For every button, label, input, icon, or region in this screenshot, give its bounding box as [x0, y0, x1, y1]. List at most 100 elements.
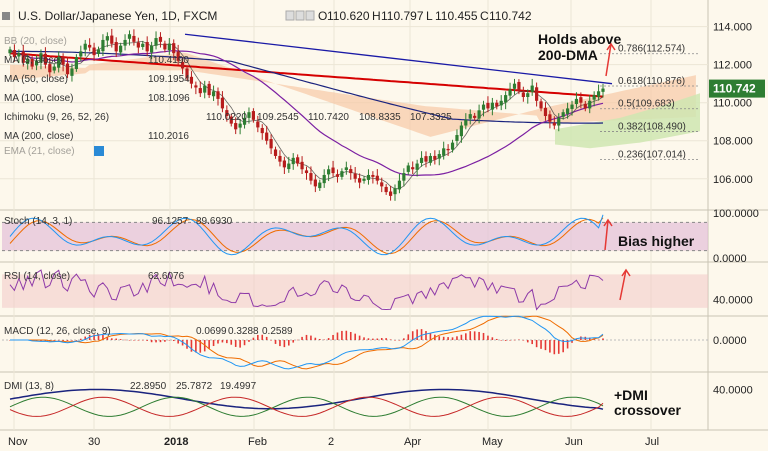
macd-histogram-bar: [35, 340, 38, 342]
candle: [194, 81, 198, 95]
candle: [393, 184, 397, 201]
macd-histogram-bar: [80, 338, 82, 340]
price-badge-box: [709, 79, 765, 98]
candle-body: [486, 102, 490, 109]
candle: [415, 159, 419, 177]
macd-histogram-bar: [456, 336, 458, 340]
macd-histogram-bar: [305, 334, 308, 340]
candles: [8, 28, 605, 201]
macd-histogram-bar: [146, 340, 148, 341]
candle-body: [167, 43, 171, 51]
macd-histogram-bar: [261, 334, 264, 340]
macd-histogram-bar: [230, 340, 233, 345]
x-tick-label: 30: [88, 436, 100, 448]
candle-body: [225, 110, 229, 117]
candle: [304, 166, 309, 180]
header-button[interactable]: [305, 10, 315, 21]
candle: [225, 105, 229, 122]
candle-body: [74, 57, 78, 70]
candle: [114, 37, 118, 58]
macd-histogram-bar: [296, 339, 299, 341]
ohlc-value: 110.455: [435, 9, 478, 23]
candle: [526, 89, 530, 104]
candle-body: [570, 104, 574, 109]
macd-histogram-bar: [429, 333, 432, 340]
ma5-line: [9, 41, 604, 190]
candle-body: [158, 36, 163, 42]
macd-histogram-bar: [150, 340, 153, 343]
macd-histogram-bar: [177, 340, 179, 344]
candle: [366, 169, 371, 185]
candle: [428, 153, 433, 166]
macd-histogram-bar: [566, 340, 569, 349]
macd-histogram-bar: [292, 340, 295, 343]
candle: [282, 156, 286, 175]
candle-body: [327, 169, 331, 175]
macd-histogram-bar: [115, 338, 118, 340]
candle: [477, 104, 481, 124]
x-tick-label: May: [482, 436, 503, 448]
indicator-legend-row[interactable]: MA (200, close) 110.2016: [4, 131, 189, 142]
candle-body: [123, 39, 127, 46]
header-button[interactable]: [295, 10, 305, 21]
candle: [419, 151, 424, 167]
plus-di-line: [9, 396, 604, 417]
candle-body: [442, 148, 446, 156]
adx-value: 22.8950: [130, 381, 167, 392]
macd-histogram-bar: [164, 340, 166, 342]
candle-body: [340, 171, 344, 177]
candle: [203, 80, 207, 99]
candle-body: [194, 85, 198, 88]
x-tick-label: Jul: [645, 436, 659, 448]
macd-histogram-bar: [358, 335, 361, 340]
candle: [70, 63, 74, 82]
macd-histogram-bar: [203, 340, 206, 352]
candle-body: [300, 161, 304, 170]
indicator-legend-row[interactable]: MA (50, close) 109.1954: [4, 74, 190, 85]
candle-body: [388, 191, 393, 196]
fib-level-label: 0.236(107.014): [618, 149, 686, 160]
header-button[interactable]: [285, 10, 295, 21]
macd-histogram-bar: [84, 336, 87, 340]
candle: [375, 169, 379, 185]
macd-histogram-bar: [363, 337, 365, 340]
macd-histogram-bar: [540, 340, 542, 349]
macd-histogram-bar: [128, 340, 131, 341]
indicator-label: BB (20, close): [4, 36, 67, 47]
candle: [167, 38, 171, 55]
rsi-line: [9, 269, 604, 311]
indicator-legend-row[interactable]: MA (5, close) 110.4190: [4, 55, 189, 66]
indicator-value: 107.3325: [410, 112, 452, 123]
macd-histogram-bar: [190, 340, 193, 352]
candle-body: [433, 155, 437, 160]
macd-histogram-bar: [482, 332, 485, 340]
indicator-legend-row[interactable]: BB (20, close): [4, 36, 67, 47]
macd-histogram-bar: [71, 340, 73, 341]
annotation-bias: Bias higher: [618, 233, 695, 249]
macd-value: 0.3288: [228, 326, 259, 337]
candle: [220, 91, 225, 113]
candle-body: [273, 149, 278, 156]
indicator-legend-row[interactable]: Ichimoku (9, 26, 52, 26) 110.0220 109.2545…: [4, 112, 452, 123]
candle-body: [543, 107, 548, 117]
candle: [552, 116, 556, 130]
arrow-head: [621, 268, 631, 277]
macd-histogram-bar: [124, 339, 126, 341]
x-tick-label: 2018: [164, 436, 188, 448]
indicator-value: 108.8335: [359, 112, 401, 123]
macd-histogram-bar: [75, 340, 78, 341]
visibility-eye-icon[interactable]: [94, 146, 104, 156]
macd-histogram-bar: [327, 338, 330, 340]
candle-body: [136, 42, 140, 48]
candle: [371, 171, 375, 184]
indicator-legend-row[interactable]: EMA (21, close): [4, 146, 75, 157]
arrow-up-rsi: [619, 268, 631, 301]
candle: [437, 150, 441, 166]
candle-body: [256, 121, 260, 128]
macd-histogram-bar: [588, 337, 591, 340]
indicator-legend-row[interactable]: MA (100, close) 108.1096: [4, 93, 190, 104]
macd-histogram-bar: [243, 340, 246, 346]
dmi-tick: 40.0000: [713, 384, 753, 396]
collapse-icon[interactable]: [2, 12, 10, 20]
